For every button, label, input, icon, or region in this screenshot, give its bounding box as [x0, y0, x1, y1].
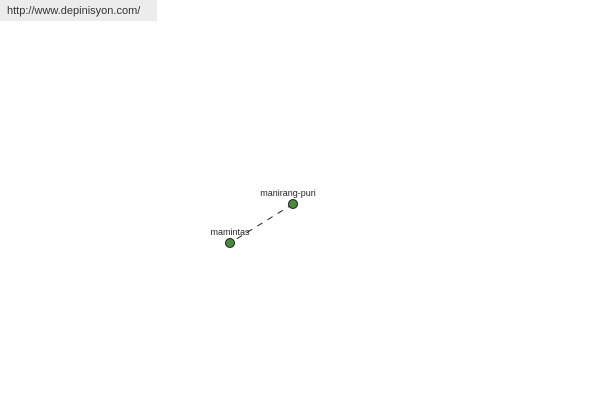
node-manirang-puri[interactable]: manirang-puri — [260, 188, 316, 209]
node-label: manirang-puri — [260, 188, 316, 198]
node-circle[interactable] — [288, 199, 298, 209]
node-circle[interactable] — [225, 238, 235, 248]
node-mamintas[interactable]: mamintas — [210, 227, 250, 248]
edge-manirang-puri-mamintas — [229, 203, 294, 244]
node-label: mamintas — [210, 227, 250, 237]
url-banner[interactable]: http://www.depinisyon.com/ — [0, 0, 157, 21]
